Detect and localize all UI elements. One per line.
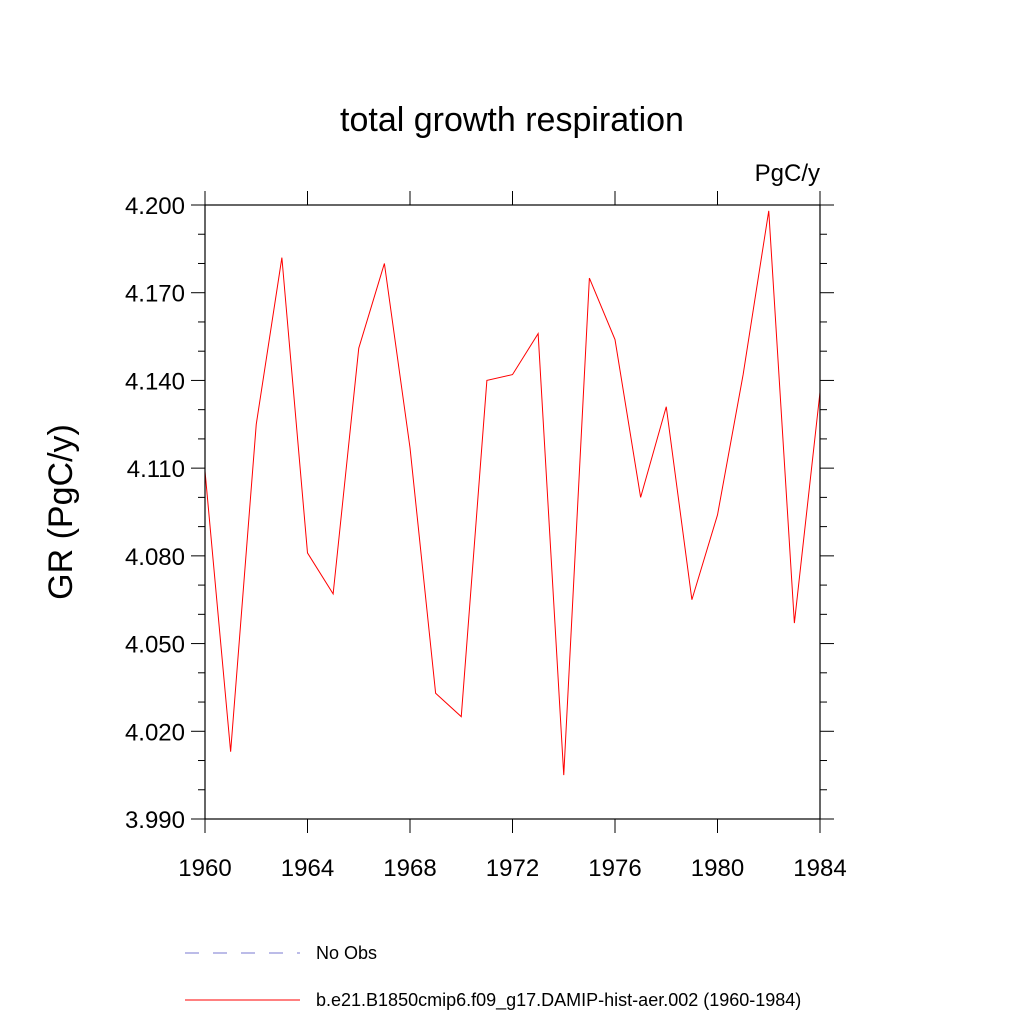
x-tick-labels: 1960 1964 1968 1972 1976 1980 1984 [178,855,846,882]
units-label: PgC/y [755,160,820,187]
legend-label-series: b.e21.B1850cmip6.f09_g17.DAMIP-hist-aer.… [316,990,801,1011]
x-tick-label: 1984 [793,855,846,882]
major-ticks [191,191,834,833]
legend-label-no-obs: No Obs [316,943,377,963]
y-tick-labels: 3.990 4.020 4.050 4.080 4.110 4.140 4.170 4.200 [125,193,185,834]
x-tick-label: 1960 [178,855,231,882]
x-tick-label: 1976 [588,855,641,882]
y-tick-label: 4.140 [125,368,185,395]
series-line [204,210,821,776]
y-tick-label: 3.990 [125,807,185,834]
y-tick-label: 4.170 [125,281,185,308]
chart-title: total growth respiration [340,101,684,139]
y-tick-label: 4.110 [127,456,185,483]
series-layer [204,210,821,776]
legend: No Obs b.e21.B1850cmip6.f09_g17.DAMIP-hi… [185,943,801,1011]
minor-ticks [198,233,827,791]
x-tick-label: 1964 [281,855,334,882]
y-tick-label: 4.200 [125,193,185,220]
x-tick-label: 1968 [383,855,436,882]
y-tick-label: 4.080 [125,544,185,571]
y-axis-label: GR (PgC/y) [42,424,80,600]
x-tick-label: 1980 [691,855,744,882]
x-tick-label: 1972 [486,855,539,882]
plot-frame [204,204,821,820]
y-tick-label: 4.020 [125,719,185,746]
y-tick-label: 4.050 [125,632,185,659]
